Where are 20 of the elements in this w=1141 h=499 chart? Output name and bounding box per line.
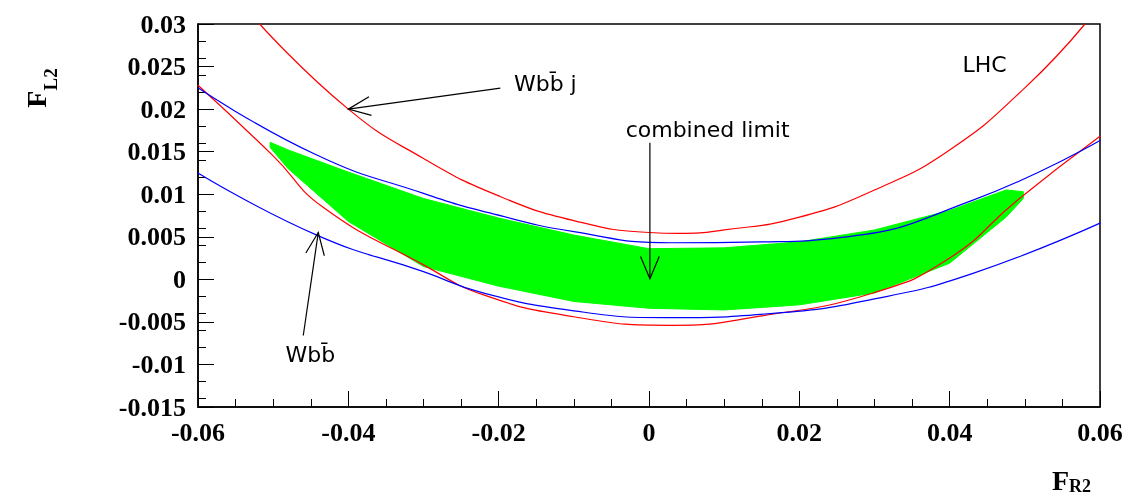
y-tick-label: 0 <box>173 264 186 294</box>
y-tick-label: 0.03 <box>140 9 186 39</box>
x-tick-label: 0.06 <box>1077 417 1123 447</box>
y-tick-label: -0.005 <box>118 307 186 337</box>
y-tick-label: -0.01 <box>131 349 186 379</box>
annotation: Wbb̄ <box>285 341 336 367</box>
y-tick-label: 0.02 <box>140 94 186 124</box>
x-tick-label: -0.02 <box>471 417 526 447</box>
y-tick-label: 0.01 <box>140 179 186 209</box>
x-tick-label: -0.04 <box>321 417 376 447</box>
annotation: combined limit <box>625 117 790 143</box>
y-tick-label: 0.005 <box>127 222 186 252</box>
y-tick-label: 0.015 <box>127 137 186 167</box>
annotation: Wbb̄ j <box>513 71 577 97</box>
annotation: LHC <box>962 52 1007 78</box>
x-axis-title: FR2 <box>1052 464 1092 496</box>
y-tick-label: 0.025 <box>127 52 186 82</box>
x-tick-label: 0.04 <box>926 417 973 447</box>
x-tick-label: 0.02 <box>776 417 823 447</box>
x-tick-label: 0 <box>642 417 656 447</box>
